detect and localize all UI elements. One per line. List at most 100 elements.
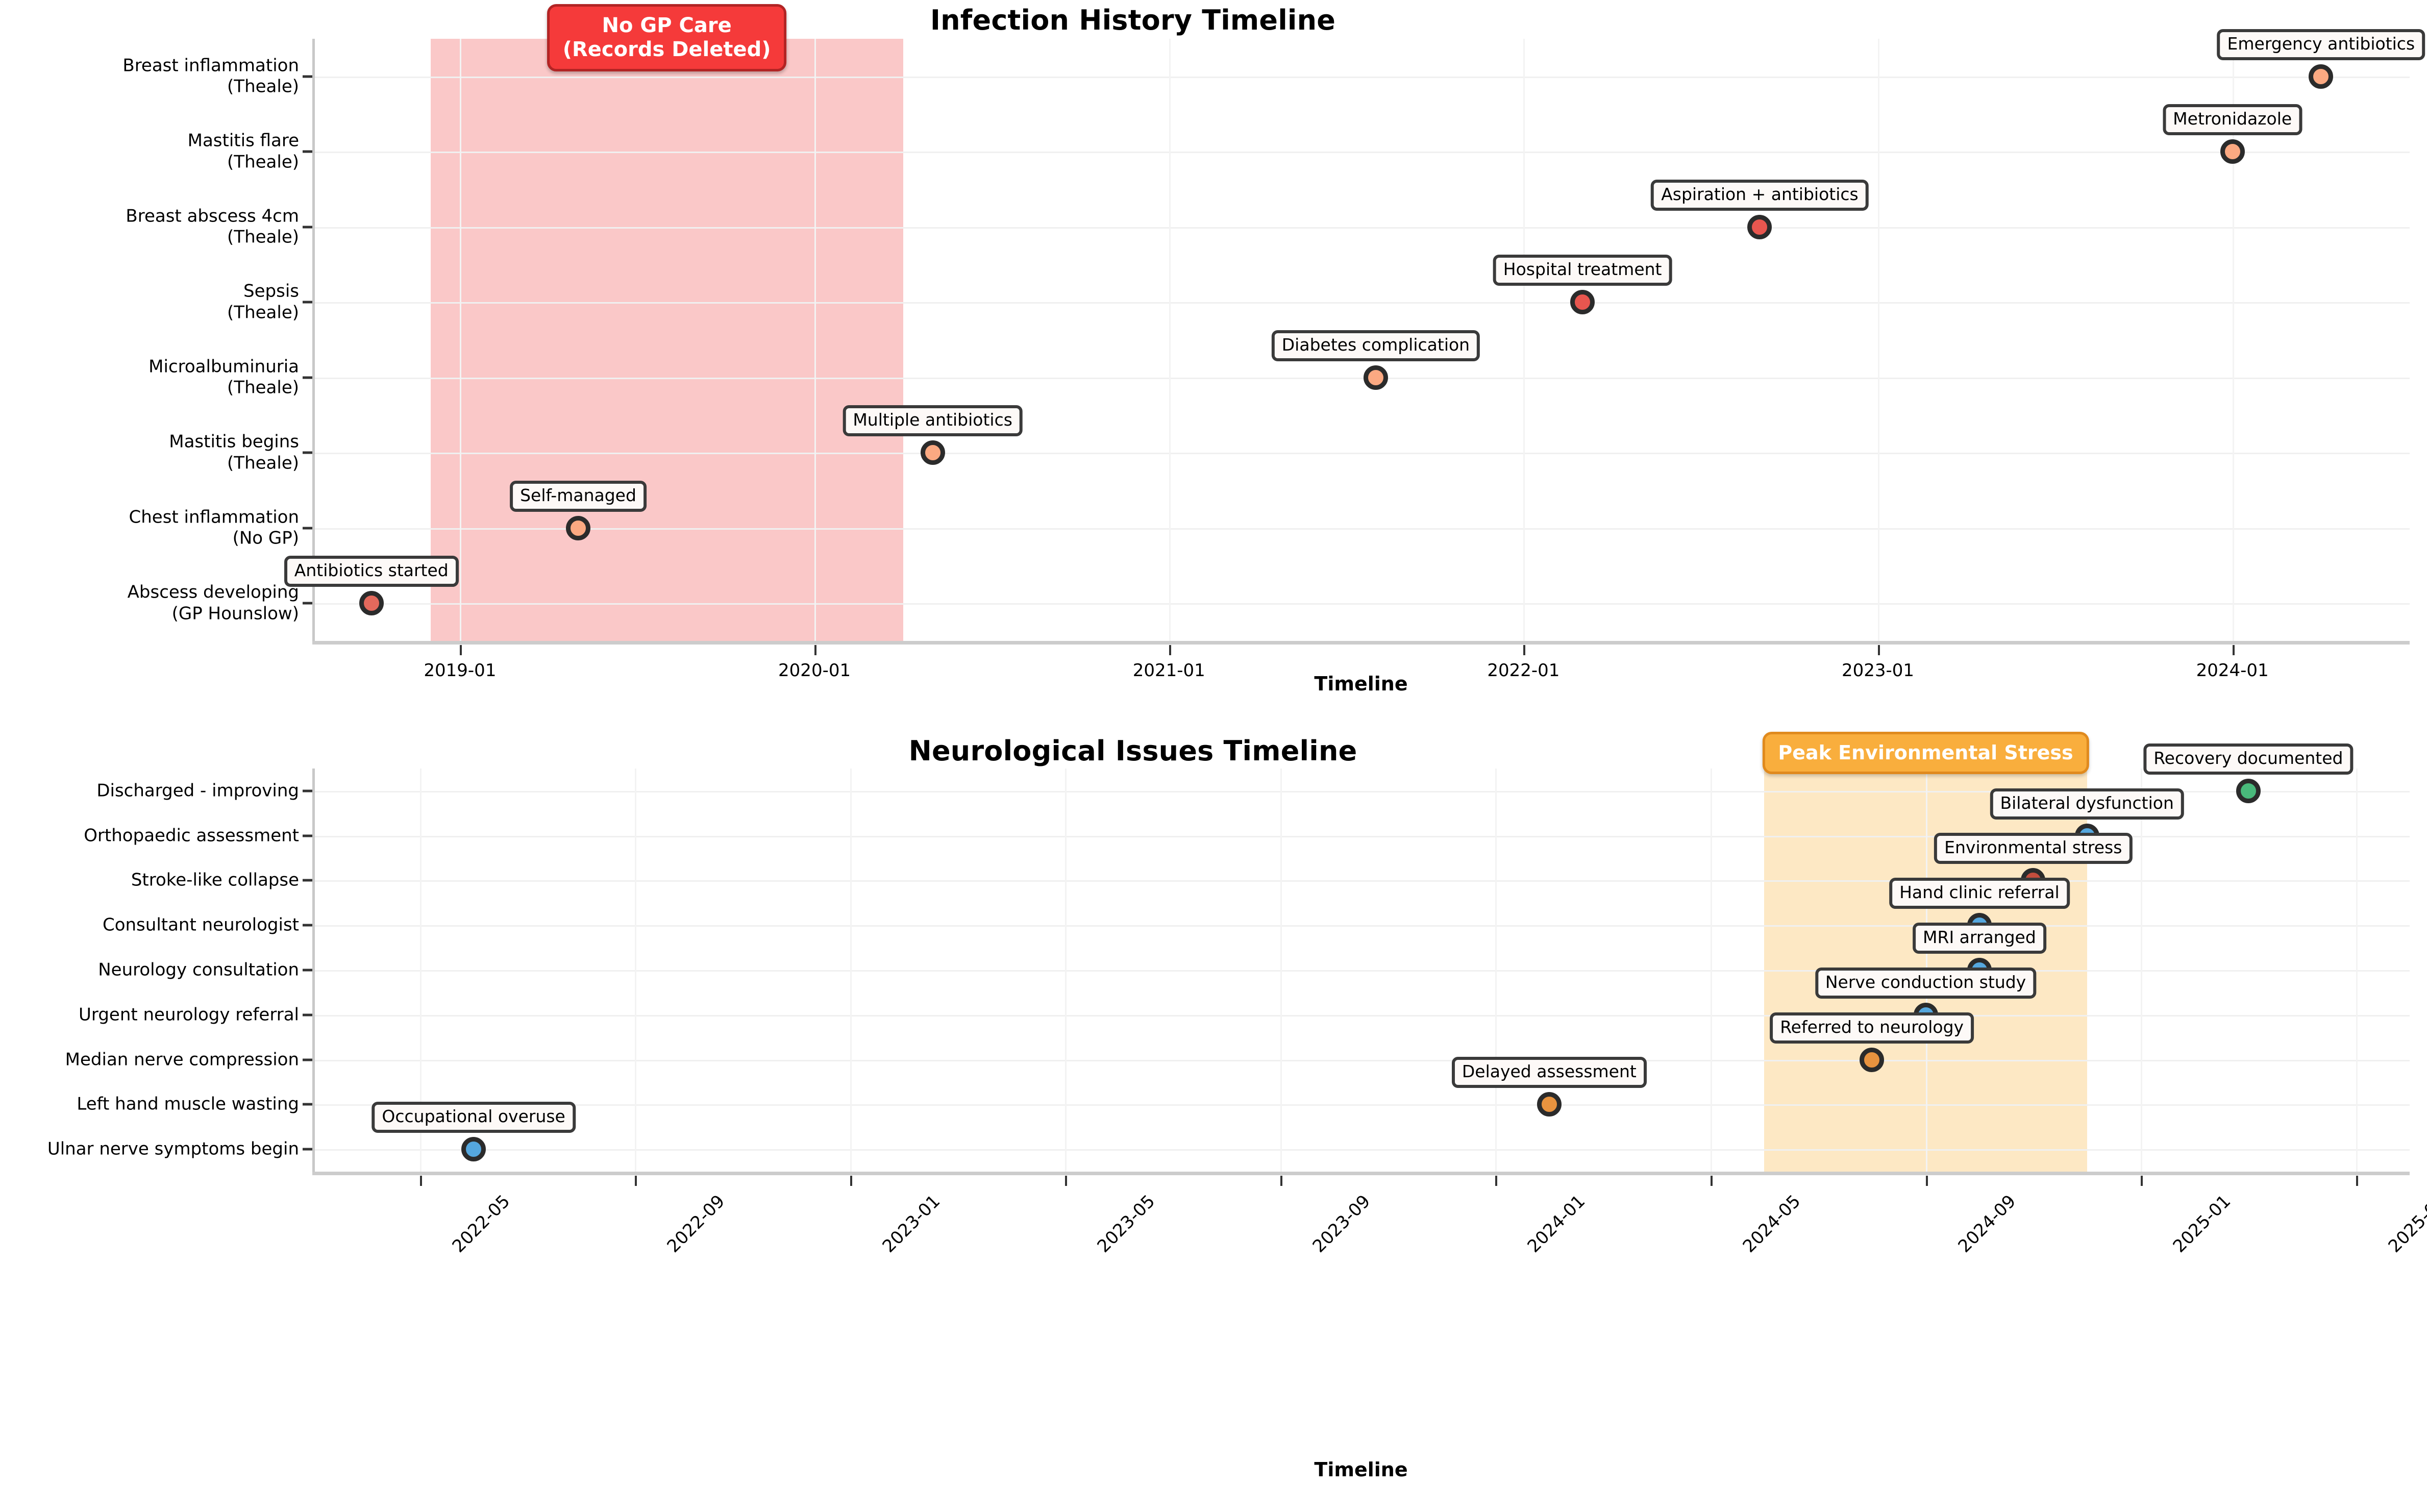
y-axis-tick-mark xyxy=(303,75,312,78)
x-axis-tick-label: 2022-01 xyxy=(1487,660,1560,681)
peak-stress-badge: Peak Environmental Stress xyxy=(1762,732,2089,774)
x-axis-tick-label: 2022-05 xyxy=(448,1191,514,1257)
y-axis-tick-label: Median nerve compression xyxy=(65,1049,299,1070)
y-axis-tick-mark xyxy=(303,150,312,153)
data-point-marker[interactable] xyxy=(2236,778,2261,803)
y-axis-tick-label: Sepsis (Theale) xyxy=(227,281,299,323)
data-point-marker[interactable] xyxy=(565,515,590,540)
gridline-vertical xyxy=(1280,769,1282,1172)
chart-title-infection: Infection History Timeline xyxy=(930,4,1336,36)
event-annotation-label: Nerve conduction study xyxy=(1815,967,2037,999)
chart-title-neurological: Neurological Issues Timeline xyxy=(908,735,1357,767)
event-annotation-label: Self-managed xyxy=(510,480,647,512)
x-axis-tick-mark xyxy=(419,1176,422,1186)
y-axis-tick-mark xyxy=(303,1058,312,1061)
gridline-horizontal xyxy=(312,1104,2410,1106)
event-annotation-label: Environmental stress xyxy=(1934,833,2133,864)
y-axis-tick-mark xyxy=(303,924,312,927)
x-axis-tick-label: 2025-05 xyxy=(2384,1191,2427,1257)
neurological-issues-panel: Neurological Issues Timeline Ulnar nerve… xyxy=(0,720,2427,1512)
y-axis-tick-mark xyxy=(303,602,312,605)
event-annotation-label: MRI arranged xyxy=(1913,923,2046,954)
gridline-vertical xyxy=(460,39,462,641)
data-point-marker[interactable] xyxy=(1570,290,1595,315)
y-axis-tick-mark xyxy=(303,301,312,304)
event-annotation-label: Referred to neurology xyxy=(1770,1012,1974,1044)
gridline-horizontal xyxy=(312,528,2410,530)
x-axis-tick-mark xyxy=(2232,645,2235,655)
gridline-vertical xyxy=(1711,769,1712,1172)
gridline-horizontal xyxy=(312,970,2410,972)
x-axis-label-neurological: Timeline xyxy=(1314,1458,1408,1481)
event-annotation-label: Delayed assessment xyxy=(1451,1057,1647,1088)
event-annotation-label: Hospital treatment xyxy=(1493,255,1672,286)
x-axis-tick-mark xyxy=(1711,1176,1713,1186)
gridline-vertical xyxy=(1523,39,1525,641)
y-axis-tick-mark xyxy=(303,834,312,837)
gridline-horizontal xyxy=(312,603,2410,605)
gridline-vertical xyxy=(1169,39,1171,641)
y-axis-tick-label: Mastitis flare (Theale) xyxy=(187,130,299,172)
y-axis-tick-label: Consultant neurologist xyxy=(102,914,299,935)
gridline-horizontal xyxy=(312,790,2410,792)
infection-plot-area xyxy=(312,39,2410,645)
x-axis-tick-label: 2019-01 xyxy=(424,660,497,681)
y-axis-tick-label: Breast inflammation (Theale) xyxy=(122,55,299,97)
x-axis-tick-label: 2020-01 xyxy=(778,660,851,681)
x-axis-tick-mark xyxy=(1523,645,1526,655)
event-annotation-label: Metronidazole xyxy=(2163,104,2302,136)
y-axis-tick-label: Discharged - improving xyxy=(96,780,299,801)
y-axis-spine-top xyxy=(312,39,315,641)
gridline-horizontal xyxy=(312,1014,2410,1017)
y-axis-tick-mark xyxy=(303,527,312,530)
x-axis-tick-mark xyxy=(2356,1176,2358,1186)
x-axis-tick-mark xyxy=(850,1176,852,1186)
gridline-vertical xyxy=(850,769,852,1172)
y-axis-tick-label: Ulnar nerve symptoms begin xyxy=(47,1138,299,1159)
data-point-marker[interactable] xyxy=(2309,64,2334,89)
data-point-marker[interactable] xyxy=(2220,139,2245,164)
data-point-marker[interactable] xyxy=(920,440,945,465)
y-axis-tick-mark xyxy=(303,789,312,792)
infection-history-panel: Infection History Timeline Abscess devel… xyxy=(0,0,2427,720)
data-point-marker[interactable] xyxy=(1537,1092,1562,1117)
no-gp-care-badge: No GP Care (Records Deleted) xyxy=(547,4,787,72)
x-axis-tick-label: 2025-01 xyxy=(2169,1191,2235,1257)
gridline-horizontal xyxy=(312,1149,2410,1151)
data-point-marker[interactable] xyxy=(1747,214,1772,239)
gridline-vertical xyxy=(814,39,816,641)
event-annotation-label: Occupational overuse xyxy=(372,1102,576,1133)
gridline-vertical xyxy=(2232,39,2234,641)
gridline-horizontal xyxy=(312,302,2410,304)
event-annotation-label: Aspiration + antibiotics xyxy=(1651,179,1869,211)
event-annotation-label: Bilateral dysfunction xyxy=(1990,788,2184,820)
data-point-marker[interactable] xyxy=(1860,1047,1885,1072)
x-axis-tick-mark xyxy=(1280,1176,1282,1186)
gridline-vertical xyxy=(419,769,422,1172)
y-axis-tick-mark xyxy=(303,451,312,454)
no-gp-care-span xyxy=(430,39,903,641)
data-point-marker[interactable] xyxy=(1363,365,1388,390)
x-axis-spine-top xyxy=(312,641,2410,645)
x-axis-tick-mark xyxy=(635,1176,637,1186)
y-axis-tick-label: Breast abscess 4cm (Theale) xyxy=(126,206,299,247)
y-axis-tick-mark xyxy=(303,1103,312,1106)
x-axis-tick-label: 2024-01 xyxy=(1524,1191,1590,1257)
data-point-marker[interactable] xyxy=(461,1137,486,1162)
y-axis-spine-bottom xyxy=(312,769,315,1172)
y-axis-tick-label: Orthopaedic assessment xyxy=(84,825,299,846)
y-axis-tick-mark xyxy=(303,376,312,379)
gridline-vertical xyxy=(1065,769,1067,1172)
gridline-horizontal xyxy=(312,1059,2410,1061)
x-axis-tick-mark xyxy=(1065,1176,1068,1186)
data-point-marker[interactable] xyxy=(359,591,384,616)
y-axis-tick-mark xyxy=(303,1013,312,1017)
x-axis-spine-bottom xyxy=(312,1172,2410,1175)
x-axis-tick-mark xyxy=(1878,645,1880,655)
event-annotation-label: Antibiotics started xyxy=(284,556,459,587)
gridline-horizontal xyxy=(312,76,2410,78)
y-axis-tick-label: Urgent neurology referral xyxy=(79,1004,299,1025)
gridline-horizontal xyxy=(312,227,2410,229)
y-axis-tick-label: Chest inflammation (No GP) xyxy=(129,507,299,549)
event-annotation-label: Recovery documented xyxy=(2143,743,2354,775)
